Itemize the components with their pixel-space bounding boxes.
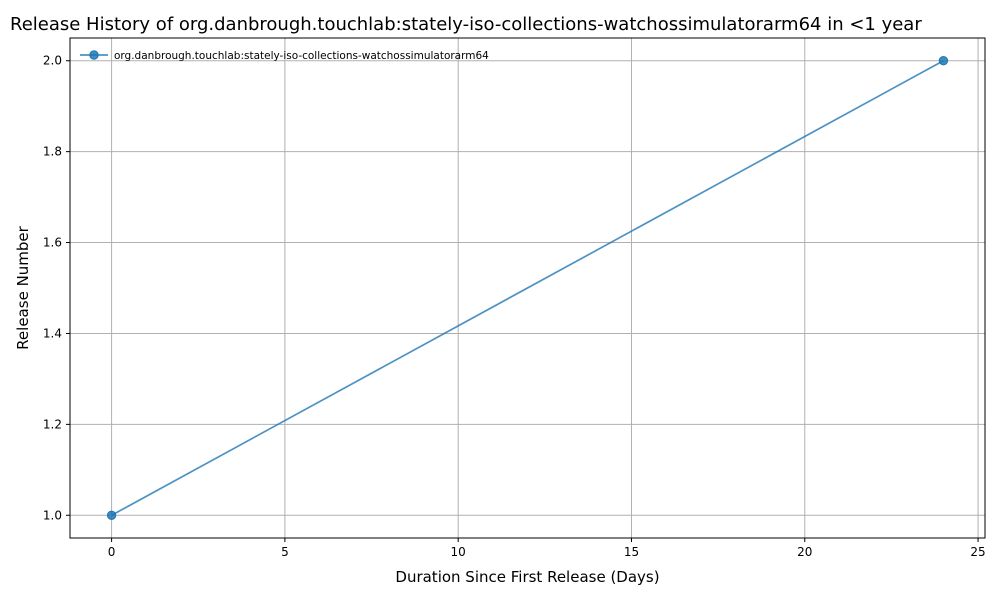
y-tick-label: 1.0 — [43, 508, 62, 522]
x-axis-label: Duration Since First Release (Days) — [395, 568, 659, 586]
x-tick-label: 20 — [797, 545, 812, 559]
x-tick-label: 5 — [281, 545, 289, 559]
ticks: 0 5 10 15 20 25 1.0 1.2 1.4 1.6 1.8 2.0 — [43, 54, 986, 559]
y-tick-label: 1.4 — [43, 326, 62, 340]
data-point — [938, 56, 949, 66]
x-tick-label: 25 — [970, 545, 985, 559]
y-axis-label: Release Number — [14, 225, 32, 349]
plot-frame — [69, 37, 986, 539]
y-tick-label: 1.2 — [43, 417, 62, 431]
data-point — [106, 510, 117, 520]
x-tick-label: 10 — [451, 545, 466, 559]
x-tick-label: 0 — [108, 545, 116, 559]
y-tick-label: 1.6 — [43, 236, 62, 250]
series-layer — [106, 56, 949, 520]
chart-title: Release History of org.danbrough.touchla… — [10, 14, 922, 35]
y-tick-label: 1.8 — [43, 145, 62, 159]
legend-label: org.danbrough.touchlab:stately-iso-colle… — [114, 50, 489, 62]
series-line — [111, 59, 944, 517]
x-tick-label: 15 — [624, 545, 639, 559]
legend: org.danbrough.touchlab:stately-iso-colle… — [80, 50, 489, 62]
legend-marker — [89, 50, 99, 60]
grid — [70, 38, 985, 538]
y-tick-label: 2.0 — [43, 54, 62, 68]
